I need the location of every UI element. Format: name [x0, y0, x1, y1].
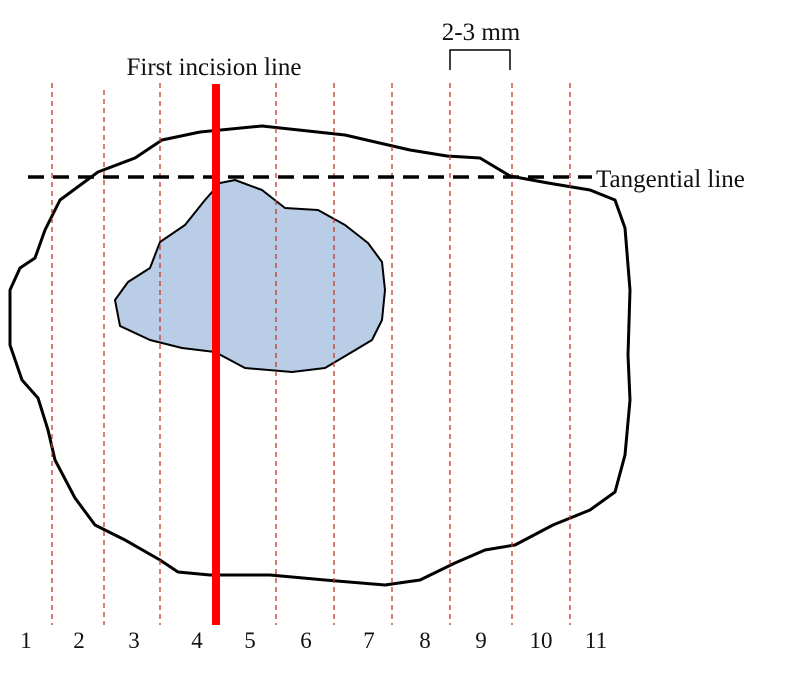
specimen-outline: [8, 124, 632, 587]
slice-number: 8: [419, 628, 431, 653]
spacing-bracket: [449, 49, 511, 70]
slice-number: 2: [73, 628, 85, 653]
slice-number: 9: [475, 628, 487, 653]
spacing-label: 2-3 mm: [442, 19, 521, 46]
first-incision-label: First incision line: [127, 54, 302, 81]
slice-number: 11: [585, 628, 607, 653]
slice-numbers: 1 2 3 4 5 6 7 8 9 10 11: [20, 628, 607, 653]
lesion: [114, 179, 386, 373]
slice-number: 6: [300, 628, 312, 653]
slice-number: 4: [191, 628, 203, 653]
slice-number: 5: [244, 628, 256, 653]
slice-number: 10: [530, 628, 553, 653]
slice-guide-lines: [51, 83, 571, 625]
slice-number: 1: [20, 628, 32, 653]
slice-number: 7: [363, 628, 375, 653]
tangential-label: Tangential line: [596, 166, 745, 193]
slice-number: 3: [128, 628, 140, 653]
